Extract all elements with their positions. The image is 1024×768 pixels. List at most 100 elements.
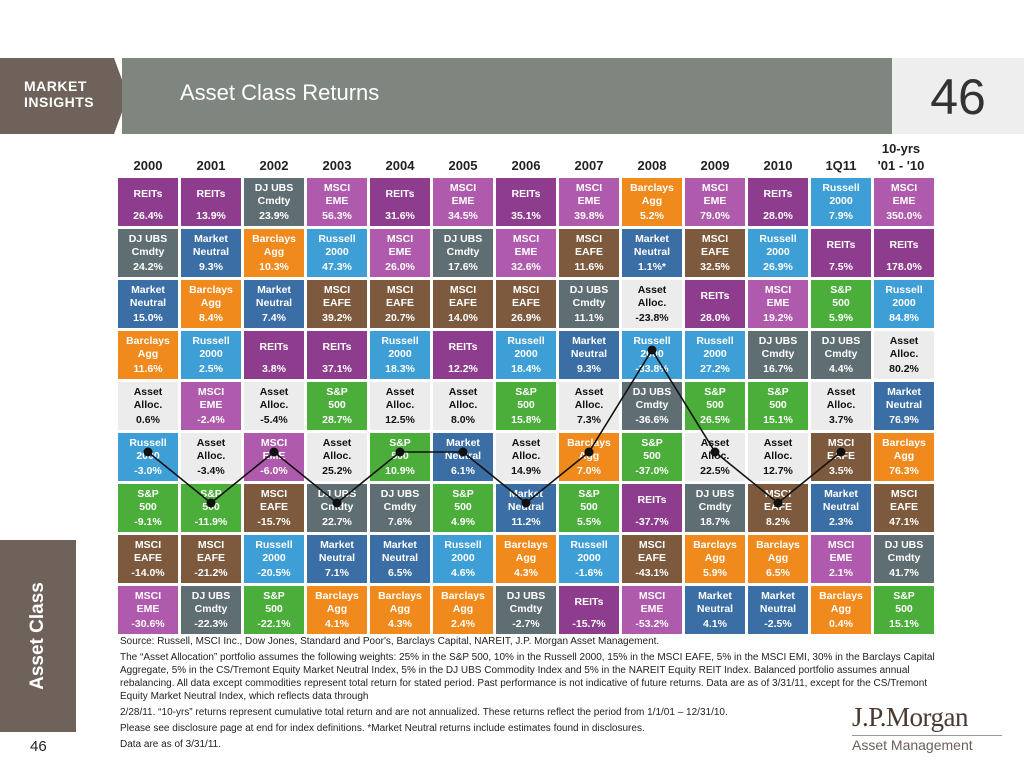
asset-class-name: Barclays Agg bbox=[315, 590, 359, 615]
return-cell: Barclays Agg 5.9% bbox=[685, 535, 745, 583]
return-value: 39.2% bbox=[322, 312, 352, 324]
return-value: 5.9% bbox=[703, 567, 727, 579]
return-value: 15.1% bbox=[763, 414, 793, 426]
return-cell: DJ UBS Cmdty 18.7% bbox=[685, 484, 745, 532]
return-cell: Russell 2000 -1.6% bbox=[559, 535, 619, 583]
asset-class-name: Russell 2000 bbox=[822, 182, 860, 207]
return-value: 15.8% bbox=[511, 414, 541, 426]
asset-class-name: Barclays Agg bbox=[693, 539, 737, 564]
return-cell: S&P 500 15.1% bbox=[874, 586, 934, 634]
asset-class-name: REITs bbox=[574, 596, 604, 608]
return-value: 7.6% bbox=[388, 516, 412, 528]
return-value: 3.8% bbox=[262, 363, 286, 375]
data-date-note: Data are as of 3/31/11. bbox=[120, 739, 221, 750]
return-value: 0.4% bbox=[829, 618, 853, 630]
asset-class-name: Russell 2000 bbox=[696, 335, 734, 360]
return-value: 7.1% bbox=[325, 567, 349, 579]
return-value: 31.6% bbox=[385, 210, 415, 222]
return-cell: MSCI EME 32.6% bbox=[496, 229, 556, 277]
return-cell: Russell 2000 -3.0% bbox=[118, 433, 178, 481]
return-cell: Market Neutral 1.1%* bbox=[622, 229, 682, 277]
asset-class-name: REITs bbox=[826, 239, 856, 251]
asset-class-name: Market Neutral bbox=[255, 284, 293, 309]
return-value: 12.5% bbox=[385, 414, 415, 426]
asset-class-name: MSCI EAFE bbox=[322, 284, 351, 309]
return-value: 2.5% bbox=[199, 363, 223, 375]
asset-class-name: Asset Alloc. bbox=[385, 386, 415, 411]
return-value: -3.4% bbox=[197, 465, 225, 477]
return-cell: Market Neutral 7.1% bbox=[307, 535, 367, 583]
return-cell: REITs 178.0% bbox=[874, 229, 934, 277]
asset-class-name: Asset Alloc. bbox=[196, 437, 226, 462]
return-value: 5.9% bbox=[829, 312, 853, 324]
return-cell: Russell 2000 -33.8% bbox=[622, 331, 682, 379]
return-value: -20.5% bbox=[257, 567, 291, 579]
return-value: 7.0% bbox=[577, 465, 601, 477]
return-cell: REITs 28.0% bbox=[748, 178, 808, 226]
return-cell: S&P 500 10.9% bbox=[370, 433, 430, 481]
asset-class-name: MSCI EME bbox=[512, 233, 540, 258]
return-cell: Barclays Agg 0.4% bbox=[811, 586, 871, 634]
return-value: -5.4% bbox=[260, 414, 288, 426]
return-value: 26.4% bbox=[133, 210, 163, 222]
return-cell: Asset Alloc. -23.8% bbox=[622, 280, 682, 328]
asset-class-name: Barclays Agg bbox=[504, 539, 548, 564]
return-cell: Russell 2000 -20.5% bbox=[244, 535, 304, 583]
return-value: 11.6% bbox=[133, 363, 163, 375]
return-value: 22.7% bbox=[322, 516, 352, 528]
asset-class-name: MSCI EME bbox=[134, 590, 162, 615]
return-value: 41.7% bbox=[889, 567, 919, 579]
return-value: 5.5% bbox=[577, 516, 601, 528]
return-value: 39.8% bbox=[574, 210, 604, 222]
return-cell: Asset Alloc. 80.2% bbox=[874, 331, 934, 379]
return-value: 15.1% bbox=[889, 618, 919, 630]
return-value: -30.6% bbox=[131, 618, 165, 630]
year-header: 2010 bbox=[763, 158, 793, 173]
return-value: 76.9% bbox=[889, 414, 919, 426]
return-value: 2.4% bbox=[451, 618, 475, 630]
return-value: -22.1% bbox=[257, 618, 291, 630]
return-cell: REITs 37.1% bbox=[307, 331, 367, 379]
return-cell: DJ UBS Cmdty 7.6% bbox=[370, 484, 430, 532]
return-cell: Barclays Agg 2.4% bbox=[433, 586, 493, 634]
asset-class-name: MSCI EME bbox=[827, 539, 855, 564]
return-value: -1.6% bbox=[575, 567, 603, 579]
asset-class-name: MSCI EAFE bbox=[133, 539, 162, 564]
return-value: 19.2% bbox=[763, 312, 793, 324]
asset-class-name: REITs bbox=[448, 341, 478, 353]
return-cell: MSCI EAFE 14.0% bbox=[433, 280, 493, 328]
source-note: Source: Russell, MSCI Inc., Dow Jones, S… bbox=[120, 636, 660, 647]
asset-class-name: S&P 500 bbox=[767, 386, 789, 411]
asset-class-name: MSCI EME bbox=[260, 437, 288, 462]
return-value: -22.3% bbox=[194, 618, 228, 630]
return-cell: S&P 500 -11.9% bbox=[181, 484, 241, 532]
returns-note: 2/28/11. “10-yrs” returns represent cumu… bbox=[120, 707, 728, 718]
asset-class-name: Russell 2000 bbox=[318, 233, 356, 258]
return-cell: Asset Alloc. 0.6% bbox=[118, 382, 178, 430]
return-value: 28.0% bbox=[763, 210, 793, 222]
return-cell: Market Neutral 4.1% bbox=[685, 586, 745, 634]
return-cell: DJ UBS Cmdty 11.1% bbox=[559, 280, 619, 328]
return-value: 18.3% bbox=[385, 363, 415, 375]
year-header: 2009 bbox=[700, 158, 730, 173]
return-value: 14.9% bbox=[511, 465, 541, 477]
return-cell: MSCI EAFE -43.1% bbox=[622, 535, 682, 583]
asset-class-name: Russell 2000 bbox=[885, 284, 923, 309]
asset-class-name: MSCI EME bbox=[638, 590, 666, 615]
return-value: 76.3% bbox=[889, 465, 919, 477]
return-cell: Barclays Agg 7.0% bbox=[559, 433, 619, 481]
return-cell: Market Neutral 11.2% bbox=[496, 484, 556, 532]
return-value: 34.5% bbox=[448, 210, 478, 222]
return-value: 47.1% bbox=[889, 516, 919, 528]
return-value: 16.7% bbox=[763, 363, 793, 375]
return-value: -2.7% bbox=[512, 618, 540, 630]
asset-class-name: REITs bbox=[637, 494, 667, 506]
asset-class-name: MSCI EME bbox=[449, 182, 477, 207]
return-cell: DJ UBS Cmdty 4.4% bbox=[811, 331, 871, 379]
asset-class-name: DJ UBS Cmdty bbox=[317, 488, 357, 513]
return-cell: REITs 35.1% bbox=[496, 178, 556, 226]
return-value: 15.0% bbox=[133, 312, 163, 324]
return-cell: MSCI EME 19.2% bbox=[748, 280, 808, 328]
ten-year-label-line2: '01 - '10 bbox=[877, 158, 925, 173]
title-bar: Asset Class Returns bbox=[122, 58, 892, 134]
